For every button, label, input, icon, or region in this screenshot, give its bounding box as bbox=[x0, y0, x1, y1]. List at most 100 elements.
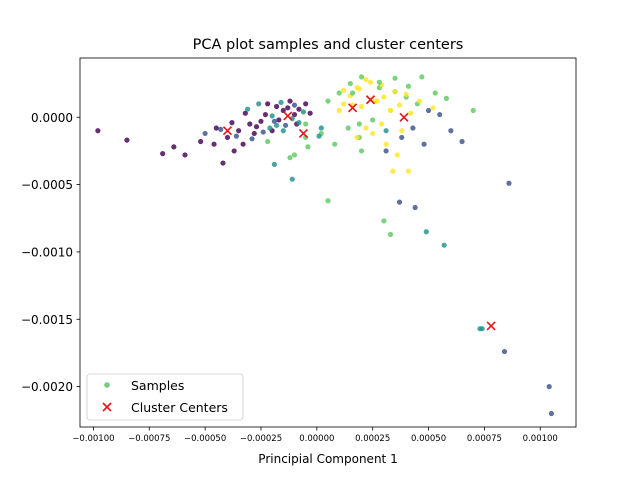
sample-point bbox=[260, 129, 266, 135]
legend-centers-marker bbox=[102, 402, 112, 412]
cluster-center-marker bbox=[298, 128, 308, 138]
x-tick-label: −0.00100 bbox=[72, 434, 114, 444]
sample-point bbox=[307, 110, 313, 116]
sample-point bbox=[291, 102, 298, 108]
sample-point bbox=[374, 98, 380, 104]
sample-point bbox=[394, 152, 400, 158]
cluster-center-marker bbox=[283, 111, 293, 121]
sample-point bbox=[412, 204, 418, 211]
sample-point bbox=[383, 141, 389, 147]
sample-point bbox=[265, 101, 271, 107]
sample-point bbox=[325, 98, 331, 104]
sample-point bbox=[399, 128, 405, 134]
sample-point bbox=[318, 125, 324, 131]
sample-point bbox=[356, 121, 362, 127]
sample-point bbox=[242, 110, 248, 116]
x-tick-label: −0.00050 bbox=[184, 434, 226, 444]
x-tick-label: 0.00100 bbox=[523, 434, 558, 444]
y-tick-label: −0.0010 bbox=[21, 245, 73, 259]
sample-point bbox=[198, 138, 204, 145]
sample-point bbox=[479, 326, 485, 332]
sample-point bbox=[253, 124, 260, 130]
sample-point bbox=[383, 128, 389, 134]
sample-point bbox=[396, 199, 403, 205]
sample-point bbox=[303, 121, 309, 127]
sample-point bbox=[124, 137, 130, 143]
sample-point bbox=[387, 107, 394, 114]
cluster-center-marker bbox=[399, 112, 409, 122]
sample-point bbox=[287, 155, 293, 161]
sample-point bbox=[325, 198, 331, 204]
sample-point bbox=[305, 144, 311, 150]
x-tick-label: 0.00025 bbox=[355, 434, 390, 444]
sample-point bbox=[363, 76, 369, 83]
sample-point bbox=[396, 102, 403, 108]
sample-point bbox=[501, 348, 508, 355]
sample-point bbox=[233, 133, 239, 139]
sample-point bbox=[220, 160, 226, 166]
sample-point bbox=[379, 121, 385, 127]
sample-point bbox=[300, 109, 307, 115]
sample-point bbox=[265, 138, 271, 145]
plot-background bbox=[80, 58, 576, 427]
sample-point bbox=[262, 111, 269, 118]
sample-point bbox=[160, 151, 166, 157]
x-tick-label: 0.00075 bbox=[467, 434, 502, 444]
sample-point bbox=[432, 90, 438, 96]
sample-point bbox=[387, 231, 394, 238]
cluster-center-marker bbox=[365, 95, 376, 105]
legend-frame bbox=[86, 373, 244, 421]
sample-point bbox=[410, 125, 416, 131]
y-tick-label: 0.0000 bbox=[31, 111, 73, 125]
sample-point bbox=[347, 80, 353, 87]
sample-point bbox=[258, 118, 264, 124]
sample-point bbox=[370, 130, 376, 137]
sample-point bbox=[278, 99, 284, 106]
sample-point bbox=[336, 90, 342, 96]
sample-point bbox=[271, 161, 277, 167]
sample-point bbox=[437, 111, 443, 118]
sample-point bbox=[251, 130, 257, 137]
sample-point bbox=[358, 103, 365, 110]
legend-samples-label: Samples bbox=[131, 378, 184, 393]
sample-point bbox=[506, 180, 512, 186]
sample-point bbox=[287, 98, 293, 104]
sample-point bbox=[459, 138, 465, 145]
sample-point bbox=[390, 168, 396, 174]
sample-point bbox=[421, 141, 427, 147]
sample-point bbox=[425, 107, 432, 114]
sample-point bbox=[211, 141, 217, 147]
sample-point bbox=[443, 95, 450, 101]
plot-area bbox=[79, 57, 577, 428]
y-tick-label: −0.0015 bbox=[21, 313, 73, 327]
sample-point bbox=[213, 125, 219, 131]
y-tick-label: −0.0005 bbox=[21, 178, 73, 192]
sample-point bbox=[296, 106, 302, 112]
sample-point bbox=[356, 86, 362, 92]
cluster-center-marker bbox=[222, 126, 233, 136]
sample-point bbox=[269, 113, 275, 119]
sample-point bbox=[182, 152, 188, 158]
sample-point bbox=[341, 101, 347, 107]
sample-point bbox=[341, 87, 347, 93]
y-tick-label: −0.0020 bbox=[21, 380, 73, 394]
sample-point bbox=[271, 118, 277, 124]
sample-point bbox=[289, 176, 295, 182]
x-axis-ticks: −0.00100 −0.00075 −0.00050 −0.00025 0.00000 0… bbox=[72, 427, 558, 444]
sample-point bbox=[417, 98, 423, 104]
sample-point bbox=[405, 83, 412, 89]
sample-point bbox=[405, 168, 412, 174]
sample-point bbox=[95, 128, 101, 134]
sample-point bbox=[408, 110, 414, 116]
sample-point bbox=[349, 90, 356, 96]
x-tick-label: −0.00075 bbox=[128, 434, 170, 444]
sample-point bbox=[296, 120, 302, 126]
axes-frame bbox=[79, 57, 577, 428]
sample-point bbox=[218, 126, 224, 132]
sample-point bbox=[291, 111, 298, 118]
sample-point bbox=[358, 74, 365, 80]
sample-point bbox=[336, 107, 342, 114]
x-axis-label: Principial Component 1 bbox=[258, 452, 397, 466]
samples-layer bbox=[95, 74, 555, 417]
